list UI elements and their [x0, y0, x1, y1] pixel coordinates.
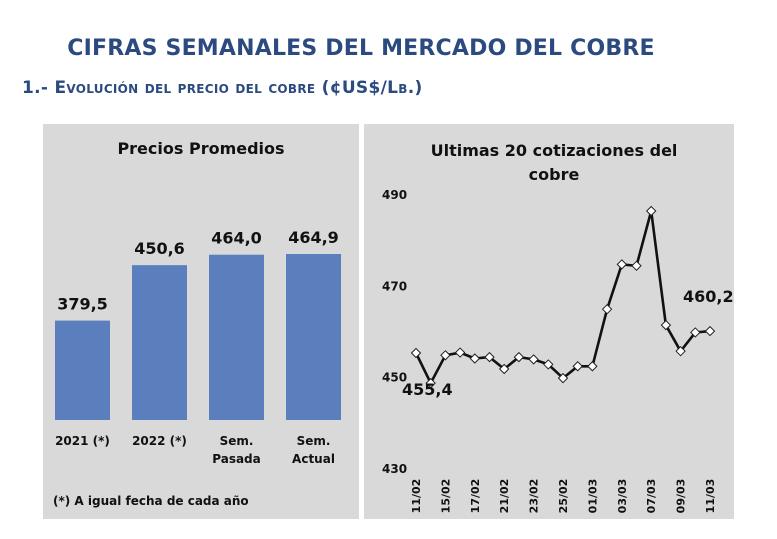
bar-chart-panel: Precios Promedios 379,5 2021 (*) 450,6 2022…: [43, 124, 359, 519]
x-tick-label-11: 11/03: [704, 479, 717, 514]
x-tick-label-3: 17/02: [469, 479, 482, 514]
x-tick-label-2: 15/02: [439, 479, 452, 514]
data-point-19: [675, 345, 686, 357]
y-tick-label-2: 450: [382, 371, 407, 385]
page-title: CIFRAS SEMANALES DEL MERCADO DEL COBRE: [67, 36, 655, 61]
data-point-16: [631, 260, 642, 271]
bar-category-label-2: 2022 (*): [132, 434, 187, 448]
data-point-20: [690, 327, 701, 338]
data-point-14: [601, 303, 613, 315]
x-tick-label-8: 03/03: [616, 479, 629, 514]
bar-chart: 379,5 2021 (*) 450,6 2022 (*) 464,0 Sem. Pasad…: [55, 228, 341, 466]
x-tick-label-10: 09/03: [675, 479, 688, 514]
last-value-annotation: 460,2: [683, 287, 734, 306]
bar-4: [286, 254, 341, 420]
bar-1: [55, 320, 110, 420]
bar-chart-footnote: (*) A igual fecha de cada año: [53, 494, 249, 508]
section-title: 1.- Evolución del precio del cobre (¢US$…: [22, 78, 423, 98]
y-tick-label-4: 490: [382, 188, 407, 202]
line-chart: 430 450 470 490 11/02 15/02 17/02 21/02 23/02 25/…: [382, 188, 734, 514]
x-tick-label-4: 21/02: [498, 479, 511, 514]
bar-category-label-1: 2021 (*): [55, 434, 110, 448]
bar-chart-title: Precios Promedios: [117, 139, 285, 158]
y-tick-label-3: 470: [382, 279, 407, 293]
data-point-11: [557, 372, 569, 384]
x-tick-label-1: 11/02: [410, 479, 423, 514]
x-tick-label-7: 01/03: [586, 479, 599, 514]
data-point-10: [543, 359, 554, 370]
data-point-5: [469, 353, 481, 364]
line-chart-title: Ultimas 20 cotizaciones del cobre: [430, 141, 678, 184]
data-point-1: [410, 347, 422, 359]
x-tick-label-5: 23/02: [528, 479, 541, 514]
y-tick-label-1: 430: [382, 462, 407, 476]
bar-category-label-3: Sem. Pasada: [212, 434, 261, 466]
bar-value-label-2: 450,6: [134, 239, 185, 258]
data-point-7: [498, 363, 510, 375]
line-chart-panel: Ultimas 20 cotizaciones del cobre 430 450…: [364, 124, 734, 519]
data-point-17: [645, 205, 657, 217]
data-point-18: [660, 319, 672, 331]
data-point-4: [454, 347, 466, 358]
data-point-3: [440, 350, 451, 361]
data-point-8: [513, 351, 525, 363]
x-tick-label-9: 07/03: [645, 479, 658, 514]
x-tick-label-6: 25/02: [557, 479, 570, 514]
data-point-6: [484, 351, 495, 363]
bar-value-label-1: 379,5: [57, 295, 108, 314]
data-point-21: [704, 325, 716, 337]
data-point-2: [425, 377, 436, 389]
data-point-12: [572, 361, 583, 372]
bar-2: [132, 265, 187, 420]
first-value-annotation: 455,4: [402, 380, 453, 399]
bar-category-label-4: Sem. Actual: [292, 434, 335, 466]
data-point-13: [587, 361, 598, 372]
bar-value-label-4: 464,9: [288, 228, 339, 247]
data-point-15: [616, 259, 628, 270]
data-point-9: [528, 354, 539, 365]
bar-value-label-3: 464,0: [211, 229, 262, 248]
bar-3: [209, 254, 264, 420]
